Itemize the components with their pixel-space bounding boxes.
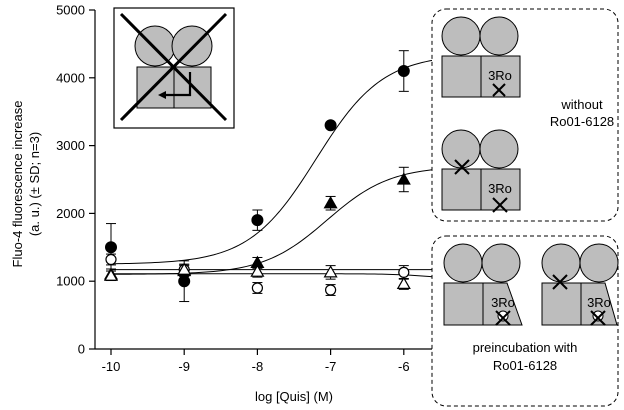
panel-label-line-1: preincubation with xyxy=(473,340,578,355)
inset-crossed-receptor xyxy=(113,7,235,129)
legend-panel-preincubation: 3Ro 3Ro preincubation with Ro01-6128 xyxy=(431,235,619,407)
fit-curves xyxy=(110,55,478,281)
legend-panel-without: 3Ro 3Ro without Ro01-6128 xyxy=(431,8,619,222)
y-axis-title-line-1: Fluo-4 fluorescence increase xyxy=(10,101,25,268)
x-tick-label: -7 xyxy=(325,359,337,374)
data-point xyxy=(103,268,119,281)
cross-mark-icon xyxy=(492,83,506,97)
data-point xyxy=(105,253,117,266)
y-tick-label: 1000 xyxy=(56,274,85,289)
x-tick-label: -8 xyxy=(252,359,264,374)
panel-label-line-1: without xyxy=(560,97,603,112)
data-point xyxy=(396,172,411,185)
y-tick-label: 0 xyxy=(78,342,85,357)
x-tick-label: -10 xyxy=(102,359,121,374)
cross-mark-icon xyxy=(495,310,511,326)
receptor-schematic: 3Ro xyxy=(541,243,619,326)
x-tick-label: -6 xyxy=(398,359,410,374)
y-tick-label: 4000 xyxy=(56,70,85,85)
x-ticks: -10-9-8-7-6-5 xyxy=(102,349,483,374)
data-point xyxy=(251,214,264,227)
y-axis-title-line-2: (a. u.) (± SD; n=3) xyxy=(27,132,42,236)
x-tick-label: -9 xyxy=(178,359,190,374)
data-point xyxy=(251,282,263,294)
y-ticks: 0 1000 2000 3000 4000 5000 xyxy=(56,3,95,357)
data-point xyxy=(323,265,338,278)
receptor-schematic: 3Ro xyxy=(441,129,521,213)
x-axis-title: log [Quis] (M) xyxy=(255,389,333,404)
data-point xyxy=(105,241,117,254)
panel-label-line-2: Ro01-6128 xyxy=(493,358,557,373)
y-tick-label: 5000 xyxy=(56,3,85,18)
fit-curve xyxy=(111,273,478,281)
receptor-label: 3Ro xyxy=(491,295,515,310)
fit-curve xyxy=(110,166,478,275)
receptor-schematic: 3Ro xyxy=(443,243,523,326)
panel-label-line-2: Ro01-6128 xyxy=(550,114,614,129)
cross-mark-icon xyxy=(590,310,606,326)
data-point xyxy=(178,275,191,288)
cross-mark-icon xyxy=(454,159,470,175)
y-tick-label: 3000 xyxy=(56,138,85,153)
data-point xyxy=(323,196,338,209)
cross-mark-icon xyxy=(492,197,508,213)
receptor-label: 3Ro xyxy=(587,295,611,310)
data-point xyxy=(324,119,337,132)
data-point xyxy=(250,264,265,277)
receptor-label: 3Ro xyxy=(488,68,512,83)
receptor-schematic: 3Ro xyxy=(441,16,521,98)
y-tick-label: 2000 xyxy=(56,206,85,221)
data-point xyxy=(398,266,410,278)
data-point xyxy=(325,284,337,296)
receptor-label: 3Ro xyxy=(488,181,512,196)
cross-mark-icon xyxy=(552,274,568,290)
fit-curve xyxy=(110,55,478,265)
data-point xyxy=(397,65,410,78)
data-point xyxy=(177,262,192,275)
data-point xyxy=(396,276,411,290)
